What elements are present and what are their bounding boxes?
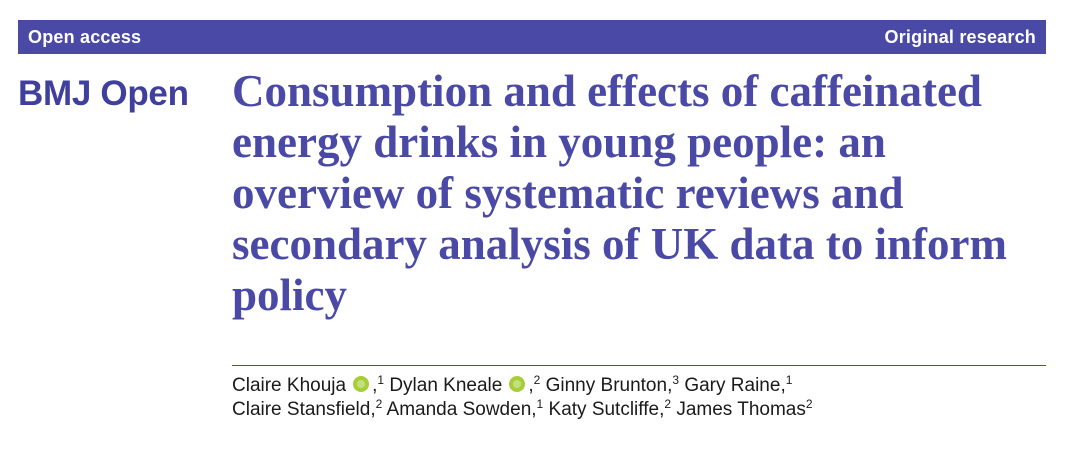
author-name: James Thomas bbox=[676, 399, 806, 420]
author-entry: Ginny Brunton,3 bbox=[545, 373, 680, 396]
author-entry: Gary Raine,1 bbox=[684, 373, 793, 396]
author-entry: James Thomas2 bbox=[676, 397, 813, 420]
author-entry: Claire Stansfield,2 bbox=[232, 397, 383, 420]
author-name: Claire Khouja bbox=[232, 375, 347, 396]
author-affiliation: 2 bbox=[664, 397, 672, 411]
author-affiliation: 1 bbox=[377, 373, 385, 387]
orcid-icon[interactable] bbox=[353, 376, 370, 392]
author-affiliation: 1 bbox=[536, 397, 544, 411]
author-name: Claire Stansfield bbox=[232, 399, 371, 420]
author-line-1: Claire Khouja ,1 Dylan Kneale ,2 Ginny Bru… bbox=[232, 374, 1046, 398]
author-list: Claire Khouja ,1 Dylan Kneale ,2 Ginny Bru… bbox=[232, 374, 1046, 422]
article-title: Consumption and effects of caffeinated e… bbox=[232, 66, 1007, 320]
journal-logo: BMJ Open bbox=[18, 74, 189, 113]
author-name: Katy Sutcliffe bbox=[548, 399, 660, 420]
author-entry: Claire Khouja ,1 bbox=[232, 373, 385, 396]
author-affiliation: 2 bbox=[805, 397, 813, 411]
author-name: Amanda Sowden bbox=[386, 399, 532, 420]
author-affiliation: 1 bbox=[785, 373, 793, 387]
header-banner: Open access Original research bbox=[18, 20, 1046, 54]
title-divider bbox=[232, 365, 1046, 366]
author-entry: Dylan Kneale ,2 bbox=[389, 373, 541, 396]
author-name: Gary Raine bbox=[684, 375, 781, 396]
author-affiliation: 3 bbox=[672, 373, 680, 387]
author-affiliation: 2 bbox=[533, 373, 541, 387]
author-entry: Amanda Sowden,1 bbox=[386, 397, 544, 420]
author-affiliation: 2 bbox=[375, 397, 383, 411]
orcid-icon[interactable] bbox=[509, 376, 526, 392]
author-entry: Katy Sutcliffe,2 bbox=[548, 397, 672, 420]
author-name: Ginny Brunton bbox=[545, 375, 668, 396]
article-type-label: Original research bbox=[884, 26, 1036, 47]
open-access-label: Open access bbox=[28, 26, 142, 47]
author-name: Dylan Kneale bbox=[389, 375, 503, 396]
author-line-2: Claire Stansfield,2 Amanda Sowden,1 Katy… bbox=[232, 398, 1046, 422]
